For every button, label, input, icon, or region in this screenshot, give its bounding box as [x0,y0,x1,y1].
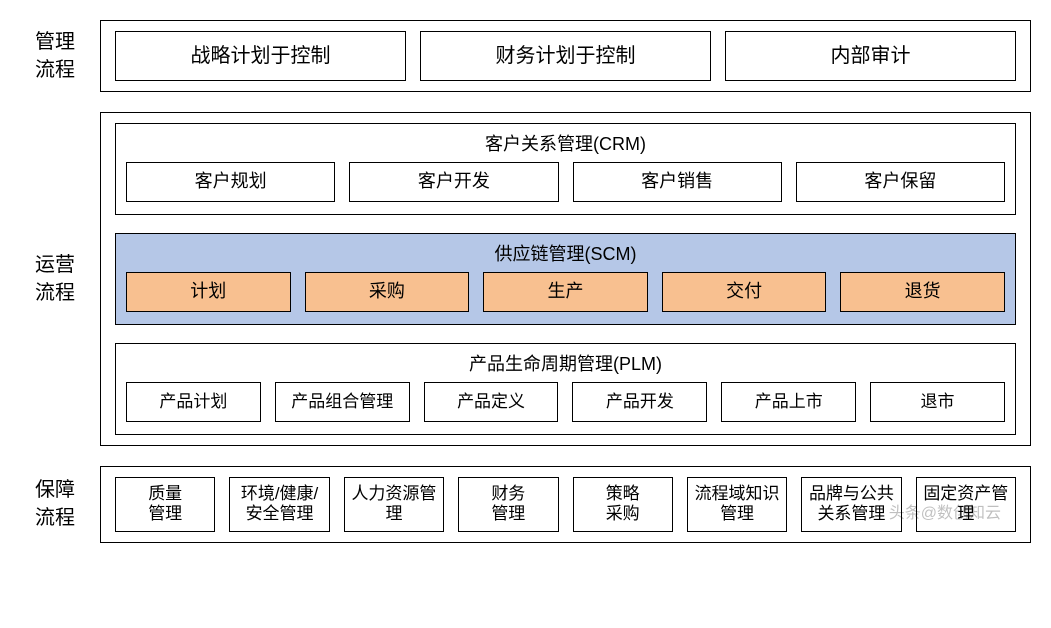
group-plm: 产品生命周期管理(PLM) 产品计划 产品组合管理 产品定义 产品开发 产品上市… [115,343,1016,435]
box-fixed-asset: 固定资产管理 [916,477,1016,532]
row-support: 保障流程 质量管理 环境/健康/安全管理 人力资源管理 财务管理 策略采购 流程… [20,466,1031,543]
box-customer-sales: 客户销售 [573,162,782,202]
row-mgmt: 管理流程 战略计划于控制 财务计划于控制 内部审计 [20,20,1031,92]
row-body-ops: 客户关系管理(CRM) 客户规划 客户开发 客户销售 客户保留 供应链管理(SC… [100,112,1031,446]
box-finance-mgmt: 财务管理 [458,477,558,532]
row-body-mgmt: 战略计划于控制 财务计划于控制 内部审计 [100,20,1031,92]
box-strategy-plan-control: 战略计划于控制 [115,31,406,81]
box-plm-retire: 退市 [870,382,1005,422]
box-plm-portfolio: 产品组合管理 [275,382,410,422]
group-plm-title: 产品生命周期管理(PLM) [126,350,1005,376]
box-quality-mgmt: 质量管理 [115,477,215,532]
box-ehs-mgmt: 环境/健康/安全管理 [229,477,329,532]
box-process-knowledge: 流程域知识管理 [687,477,787,532]
box-scm-deliver: 交付 [662,272,827,312]
box-internal-audit: 内部审计 [725,31,1016,81]
group-crm-title: 客户关系管理(CRM) [126,130,1005,156]
diagram-container: 管理流程 战略计划于控制 财务计划于控制 内部审计 运营流程 客户关系管理(CR… [20,20,1031,543]
box-plm-define: 产品定义 [424,382,559,422]
box-customer-planning: 客户规划 [126,162,335,202]
row-ops: 运营流程 客户关系管理(CRM) 客户规划 客户开发 客户销售 客户保留 供应链… [20,112,1031,446]
box-scm-return: 退货 [840,272,1005,312]
box-customer-development: 客户开发 [349,162,558,202]
plm-boxes: 产品计划 产品组合管理 产品定义 产品开发 产品上市 退市 [126,382,1005,422]
row-body-support: 质量管理 环境/健康/安全管理 人力资源管理 财务管理 策略采购 流程域知识管理… [100,466,1031,543]
box-scm-plan: 计划 [126,272,291,312]
box-scm-make: 生产 [483,272,648,312]
row-label-ops: 运营流程 [20,112,100,446]
box-brand-pr: 品牌与公共关系管理 [801,477,901,532]
row-label-support: 保障流程 [20,466,100,543]
box-scm-source: 采购 [305,272,470,312]
group-scm: 供应链管理(SCM) 计划 采购 生产 交付 退货 [115,233,1016,325]
mgmt-boxes: 战略计划于控制 财务计划于控制 内部审计 [115,31,1016,81]
scm-boxes: 计划 采购 生产 交付 退货 [126,272,1005,312]
group-crm: 客户关系管理(CRM) 客户规划 客户开发 客户销售 客户保留 [115,123,1016,215]
box-strategic-sourcing: 策略采购 [573,477,673,532]
crm-boxes: 客户规划 客户开发 客户销售 客户保留 [126,162,1005,202]
support-boxes: 质量管理 环境/健康/安全管理 人力资源管理 财务管理 策略采购 流程域知识管理… [115,477,1016,532]
box-plm-develop: 产品开发 [572,382,707,422]
group-scm-title: 供应链管理(SCM) [126,240,1005,266]
box-finance-plan-control: 财务计划于控制 [420,31,711,81]
row-label-mgmt: 管理流程 [20,20,100,92]
box-customer-retain: 客户保留 [796,162,1005,202]
box-plm-plan: 产品计划 [126,382,261,422]
box-hr-mgmt: 人力资源管理 [344,477,444,532]
box-plm-launch: 产品上市 [721,382,856,422]
